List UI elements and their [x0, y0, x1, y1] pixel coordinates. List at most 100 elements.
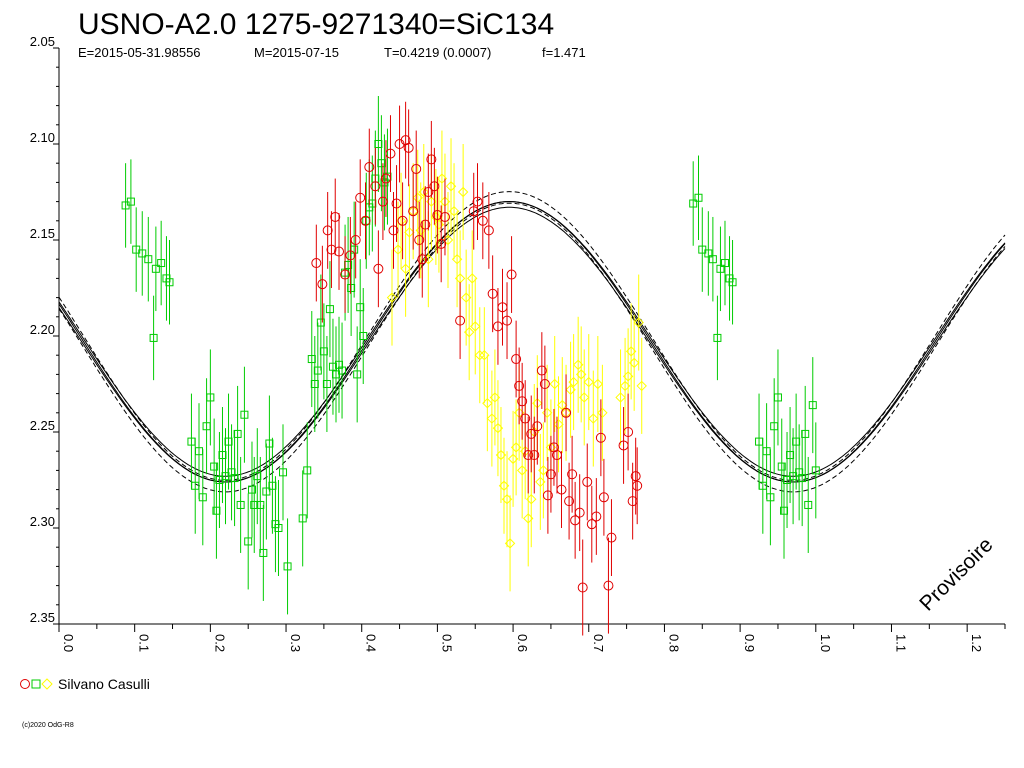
data-point-diamond: [628, 357, 640, 369]
data-point-circle: [606, 532, 617, 543]
data-point-square: [694, 193, 703, 202]
data-point-circle: [577, 582, 588, 593]
data-point-circle: [370, 181, 381, 192]
data-point-circle: [532, 421, 543, 432]
data-point-square: [157, 259, 166, 268]
data-point-circle: [468, 206, 479, 217]
legend: Silvano Casulli: [20, 676, 150, 692]
data-point-square: [240, 410, 249, 419]
legend-observer: Silvano Casulli: [58, 676, 150, 692]
data-point-circle: [411, 163, 422, 174]
series-red: [311, 101, 643, 636]
data-point-circle: [360, 215, 371, 226]
data-point-circle: [545, 469, 556, 480]
data-point-square: [198, 493, 207, 502]
data-point-circle: [388, 225, 399, 236]
data-point-circle: [436, 238, 447, 249]
data-point-diamond: [448, 205, 460, 217]
x-tick-label: 0.2: [212, 634, 227, 652]
data-point-circle: [326, 244, 337, 255]
data-point-circle: [539, 379, 550, 389]
data-point-diamond: [404, 227, 415, 238]
data-point-square: [303, 466, 312, 475]
legend-circle-marker: [20, 679, 30, 689]
data-point-circle: [520, 413, 531, 424]
provisional-stamp: Provisoire: [915, 533, 997, 615]
data-point-circle: [591, 511, 602, 522]
legend-square-marker: [31, 679, 41, 689]
data-point-circle: [403, 142, 414, 153]
data-point-square: [713, 333, 722, 342]
subtitle-mid: M=2015-07-15: [254, 45, 339, 60]
legend-diamond-marker: [41, 678, 53, 690]
data-point-circle: [574, 507, 585, 518]
data-point-diamond: [592, 378, 604, 390]
data-point-square: [708, 255, 717, 264]
data-point-square: [720, 259, 729, 268]
data-point-circle: [598, 492, 609, 503]
y-tick-label: 2.25: [30, 418, 55, 433]
data-point-circle: [414, 235, 425, 245]
data-point-square: [704, 249, 713, 258]
x-tick-label: 0.3: [288, 634, 303, 652]
data-point-square: [359, 332, 368, 340]
x-tick-label: 0.4: [364, 634, 379, 652]
data-point-square: [325, 305, 334, 314]
data-point-circle: [542, 490, 553, 501]
data-point-square: [773, 393, 782, 402]
data-point-circle: [603, 580, 614, 591]
y-tick-label: 2.20: [30, 322, 55, 337]
data-point-circle: [595, 432, 606, 443]
data-point-diamond: [482, 397, 493, 409]
data-point-circle: [506, 269, 517, 280]
model-curve: [58, 191, 1006, 493]
data-point-square: [338, 366, 347, 375]
data-point-diamond: [538, 465, 549, 476]
y-tick-label: 2.15: [30, 226, 55, 241]
data-point-circle: [556, 484, 567, 495]
data-point-circle: [317, 279, 328, 290]
data-point-square: [716, 264, 725, 273]
data-point-circle: [487, 288, 498, 299]
data-point-circle: [561, 407, 572, 418]
model-envelope-lower: [58, 202, 1006, 493]
data-point-circle: [355, 192, 366, 203]
data-point-circle: [373, 263, 384, 274]
data-point-circle: [455, 315, 466, 326]
data-point-square: [210, 462, 219, 471]
data-point-circle: [391, 198, 402, 209]
data-point-diamond: [467, 273, 478, 284]
y-tick-label: 2.10: [30, 130, 55, 145]
data-point-circle: [439, 211, 450, 222]
data-point-square: [766, 493, 775, 502]
x-tick-label: 0.9: [742, 634, 757, 652]
data-point-diamond: [474, 349, 485, 361]
data-point-diamond: [463, 326, 475, 338]
data-point-circle: [632, 480, 643, 491]
model-inner-b: [58, 206, 1006, 483]
data-point-square: [244, 537, 253, 546]
data-point-diamond: [636, 380, 647, 392]
data-point-circle: [511, 354, 522, 365]
data-point-square: [811, 466, 820, 475]
data-point-diamond: [615, 392, 626, 403]
data-point-diamond: [418, 186, 429, 198]
data-point-square: [283, 562, 292, 571]
y-tick-label: 2.35: [30, 610, 55, 625]
data-point-diamond: [470, 321, 481, 332]
data-point-circle: [523, 450, 534, 461]
data-point-circle: [630, 471, 641, 482]
data-point-circle: [408, 206, 419, 217]
data-point-circle: [472, 196, 483, 207]
data-point-square: [236, 500, 245, 509]
data-point-circle: [623, 427, 634, 437]
data-point-circle: [423, 187, 434, 197]
data-point-square: [808, 401, 817, 410]
model-center: [58, 201, 1006, 483]
data-point-circle: [397, 215, 408, 226]
data-point-circle: [350, 235, 361, 245]
data-point-circle: [477, 215, 488, 226]
data-point-diamond: [579, 392, 590, 403]
chart-title: USNO-A2.0 1275-9271340=SiC134: [78, 8, 554, 41]
